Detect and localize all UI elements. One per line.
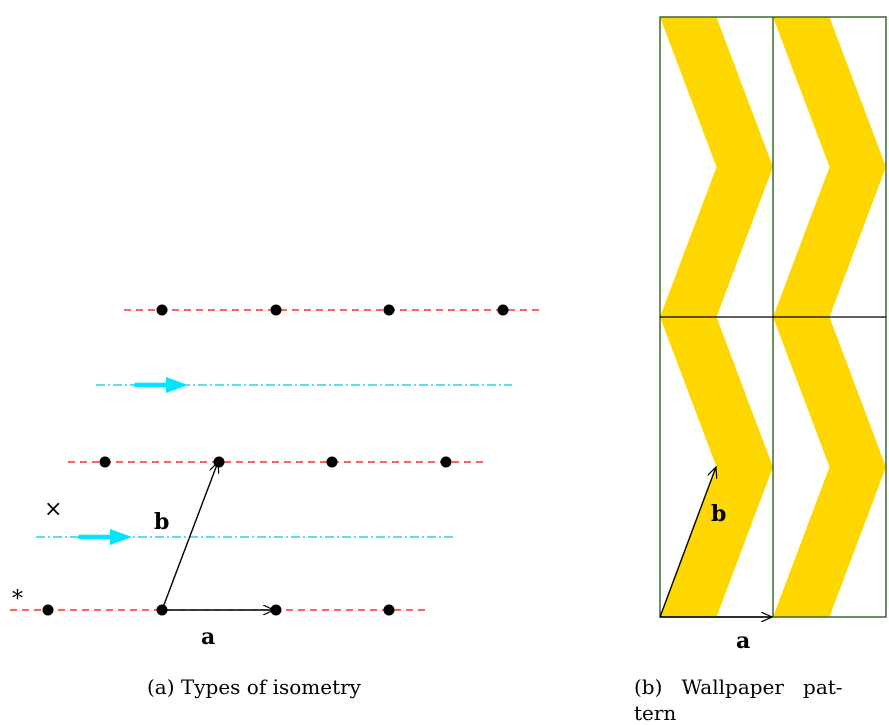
lattice-point: [99, 456, 111, 468]
glide-arrow-head: [110, 529, 132, 545]
gold-triangle: [660, 317, 717, 467]
lattice-point: [213, 456, 225, 468]
lattice-point: [383, 304, 395, 316]
gold-triangle: [716, 167, 773, 317]
gold-triangle: [660, 17, 717, 167]
glide-lines: [36, 377, 512, 545]
isometry-diagram: a b * × (a) Types of isometry: [10, 304, 542, 699]
gold-triangle: [829, 467, 886, 617]
vector-a-label: a: [201, 624, 215, 650]
lattice-point: [270, 304, 282, 316]
lattice-point: [383, 604, 395, 616]
pattern-vector-b-label: b: [711, 501, 726, 527]
wallpaper-pattern: b a (b) Wallpaper pat- tern: [634, 16, 887, 725]
caption-a: (a) Types of isometry: [147, 675, 362, 699]
mirror-lines: [10, 309, 542, 611]
glide-arrow-head: [166, 377, 188, 393]
gold-triangle: [829, 17, 886, 167]
gold-triangle: [716, 17, 773, 167]
lattice-point: [326, 456, 338, 468]
vector-b-label: b: [154, 509, 169, 535]
gold-triangle: [773, 317, 830, 467]
glide-symbol: ×: [44, 497, 62, 522]
lattice-point: [42, 604, 54, 616]
gold-triangle: [829, 317, 886, 467]
cell-borders: [659, 16, 887, 618]
lattice-point: [497, 304, 509, 316]
lattice-point: [156, 304, 168, 316]
lattice-point: [440, 456, 452, 468]
gold-triangle: [773, 467, 830, 617]
gold-triangle: [773, 17, 830, 167]
mirror-symbol: *: [12, 587, 23, 612]
gold-triangle: [773, 167, 830, 317]
gold-triangle: [716, 467, 773, 617]
gold-triangle: [660, 167, 717, 317]
caption-b-line1: (b) Wallpaper pat-: [634, 675, 843, 699]
caption-b-line2: tern: [634, 701, 676, 725]
pattern-vector-a-label: a: [736, 628, 750, 654]
lattice-points: [42, 304, 509, 616]
pattern-vector-b-arrow: [659, 467, 716, 618]
gold-triangle: [716, 317, 773, 467]
gold-triangle: [829, 167, 886, 317]
vector-b-arrow: [161, 462, 218, 611]
